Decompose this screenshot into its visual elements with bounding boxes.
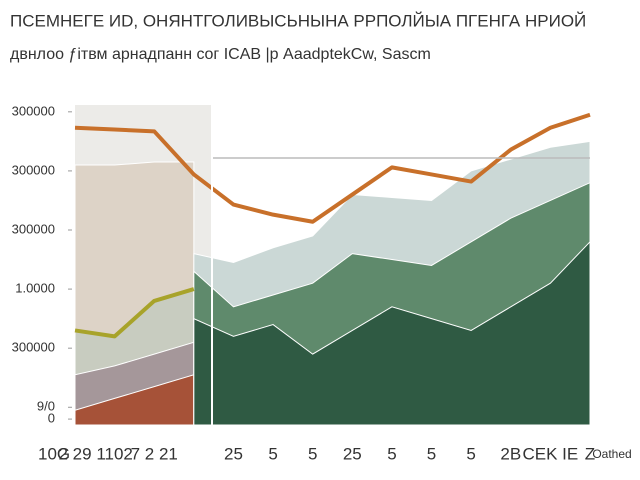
y-tick-label: 300000 — [12, 162, 55, 177]
x-tick-label: 25 — [224, 444, 243, 463]
x-tick-label: 2B — [500, 444, 521, 463]
x-tick-label: 5 — [466, 444, 475, 463]
x-tick-label: 5 — [387, 444, 396, 463]
x-axis-label: Oathed — [592, 447, 631, 461]
area — [193, 240, 591, 426]
x-tick-label: 25 — [343, 444, 362, 463]
corner-label: 10G — [38, 444, 70, 463]
x-tick-label: 2 29 — [58, 444, 91, 463]
y-tick-label: 0 — [48, 411, 55, 426]
chart-subtitle: двнлоо ƒiтвм арнадпанн сoг ICAB |p Аааdp… — [10, 46, 431, 63]
chart-title: ПСЕМНЕГЕ ИD, ОНЯНТГОЛИВЫСЬНЫНА РРПОЛЙЫА … — [10, 11, 586, 30]
x-tick-label: 7 2 21 — [131, 444, 178, 463]
y-tick-label: 9/0 — [37, 399, 55, 414]
y-tick-label: 300000 — [12, 340, 55, 355]
x-tick-label: Z — [585, 444, 595, 463]
x-tick-label: 5 — [308, 444, 317, 463]
line — [74, 112, 591, 224]
x-tick-label: 1102 — [96, 444, 133, 463]
line — [74, 287, 195, 339]
x-tick-label: 5 — [427, 444, 436, 463]
x-tick-label: 5 — [268, 444, 277, 463]
y-tick-label: 300000 — [12, 221, 55, 236]
y-tick-label: 1.0000 — [15, 281, 55, 296]
plot — [74, 112, 591, 426]
x-tick-label: CEK IE — [523, 444, 579, 463]
y-tick-label: 300000 — [12, 103, 55, 118]
